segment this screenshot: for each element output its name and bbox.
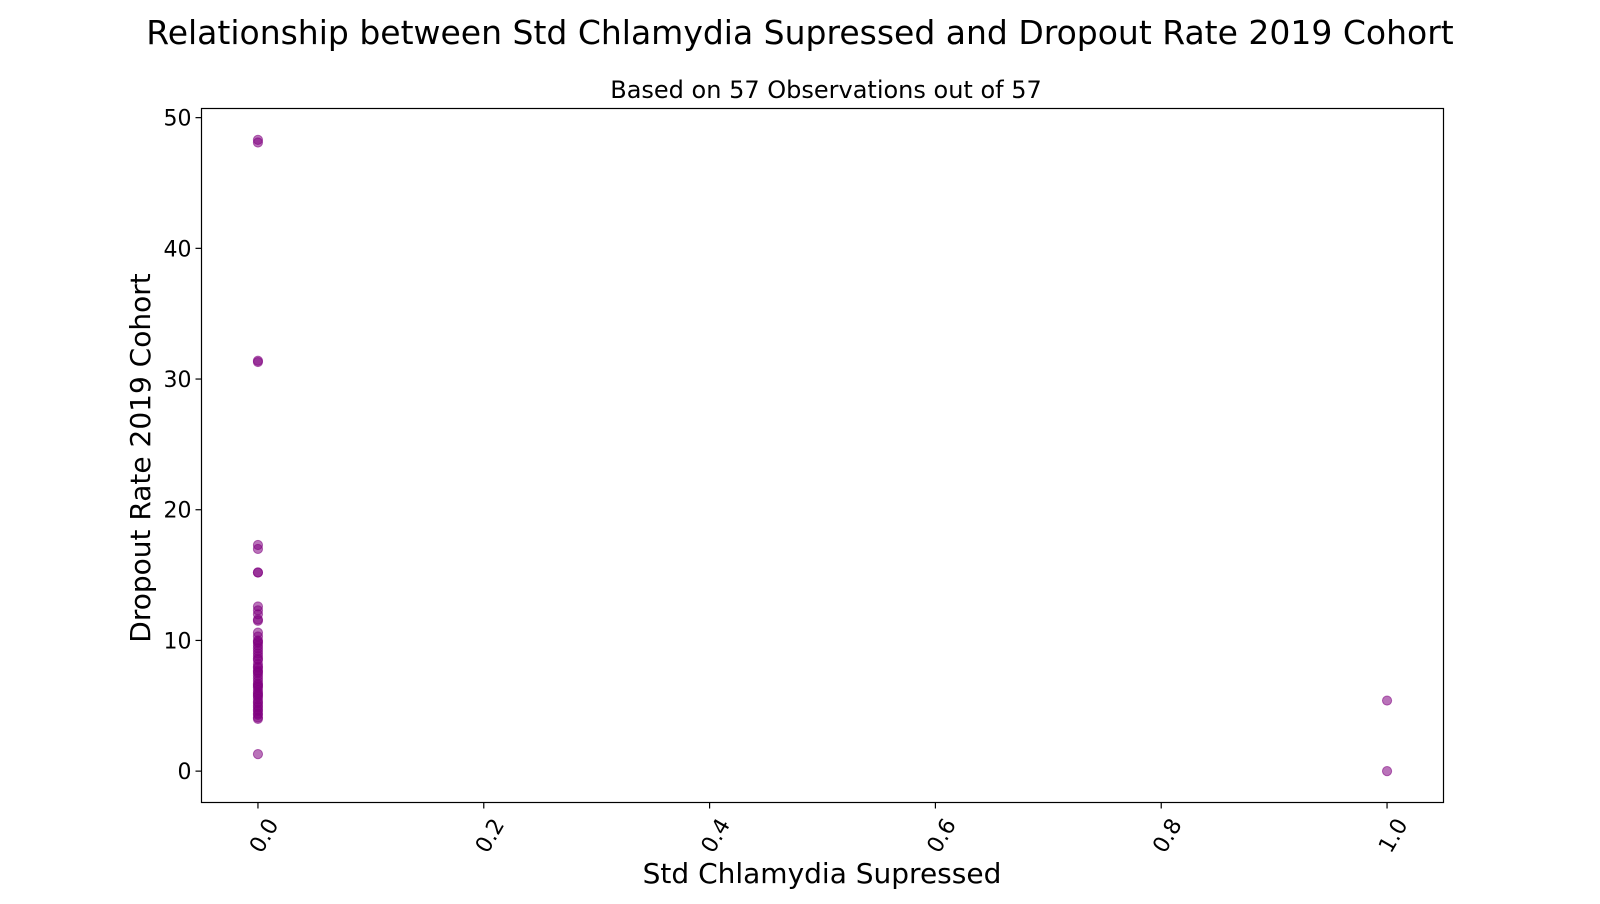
y-tick-label: 0 — [178, 760, 192, 785]
data-point — [252, 690, 264, 701]
data-point — [1381, 766, 1393, 777]
y-tick-label: 40 — [164, 237, 192, 262]
y-axis-label: Dropout Rate 2019 Cohort — [124, 273, 157, 642]
data-point — [252, 749, 264, 760]
y-tick-label: 30 — [164, 368, 192, 393]
chart-title: Relationship between Std Chlamydia Supre… — [146, 13, 1454, 52]
x-tick-label: 0.0 — [245, 815, 284, 858]
x-axis-label: Std Chlamydia Supressed — [643, 857, 1002, 890]
data-point — [1381, 695, 1393, 706]
x-tick-label: 0.4 — [697, 815, 736, 858]
y-tick-label: 20 — [164, 499, 192, 524]
y-tick-label: 50 — [164, 107, 192, 132]
data-point — [252, 653, 264, 664]
chart-subtitle: Based on 57 Observations out of 57 — [610, 76, 1042, 104]
data-point — [252, 713, 264, 724]
data-point — [252, 666, 264, 677]
x-tick-label: 0.8 — [1148, 815, 1187, 858]
data-points — [252, 134, 1393, 777]
data-point — [252, 137, 264, 148]
x-tick-label: 0.2 — [471, 815, 510, 858]
data-point — [252, 543, 264, 555]
data-point — [252, 679, 264, 690]
y-axis: 0 10 20 30 40 50 — [164, 107, 202, 785]
x-axis: 0.0 0.2 0.4 0.6 0.8 1.0 — [245, 802, 1413, 858]
plot-area — [200, 107, 1445, 804]
x-tick-label: 1.0 — [1374, 815, 1413, 858]
y-tick-label: 10 — [164, 629, 192, 654]
data-point — [252, 636, 264, 647]
data-point — [252, 615, 264, 626]
data-point — [252, 356, 264, 368]
x-tick-label: 0.6 — [923, 815, 962, 858]
data-point — [252, 567, 264, 578]
